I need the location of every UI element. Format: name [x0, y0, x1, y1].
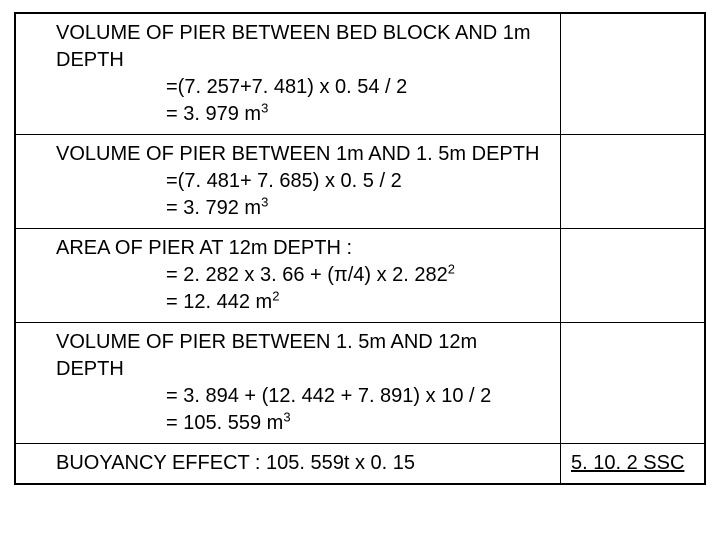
row3-left: AREA OF PIER AT 12m DEPTH : = 2. 282 x 3…: [16, 229, 561, 322]
row3-calc1: = 2. 282 x 3. 66 + (π/4) x 2. 2822: [56, 262, 550, 289]
ssc-link[interactable]: 5. 10. 2 SSC: [571, 450, 684, 477]
row4-calc2: = 105. 559 m3: [56, 410, 550, 437]
table-row: VOLUME OF PIER BETWEEN 1m AND 1. 5m DEPT…: [16, 135, 704, 229]
row1-calc1: =(7. 257+7. 481) x 0. 54 / 2: [56, 74, 550, 101]
row3-calc2: = 12. 442 m2: [56, 289, 550, 316]
row2-right: [561, 135, 704, 228]
row4-left: VOLUME OF PIER BETWEEN 1. 5m AND 12m DEP…: [16, 323, 561, 443]
row2-left: VOLUME OF PIER BETWEEN 1m AND 1. 5m DEPT…: [16, 135, 561, 228]
row5-right: 5. 10. 2 SSC: [561, 444, 704, 483]
calculation-table: VOLUME OF PIER BETWEEN BED BLOCK AND 1m …: [14, 12, 706, 485]
row4-right: [561, 323, 704, 443]
row1-left: VOLUME OF PIER BETWEEN BED BLOCK AND 1m …: [16, 14, 561, 134]
row3-right: [561, 229, 704, 322]
row1-title: VOLUME OF PIER BETWEEN BED BLOCK AND 1m …: [56, 22, 531, 71]
row3-title: AREA OF PIER AT 12m DEPTH :: [56, 237, 352, 259]
row4-calc1: = 3. 894 + (12. 442 + 7. 891) x 10 / 2: [56, 383, 550, 410]
table-row: VOLUME OF PIER BETWEEN 1. 5m AND 12m DEP…: [16, 323, 704, 444]
row5-title: BUOYANCY EFFECT : 105. 559t x 0. 15: [56, 452, 415, 474]
row2-calc2: = 3. 792 m3: [56, 195, 550, 222]
row2-calc1: =(7. 481+ 7. 685) x 0. 5 / 2: [56, 168, 550, 195]
row4-title: VOLUME OF PIER BETWEEN 1. 5m AND 12m DEP…: [56, 331, 477, 380]
row2-title: VOLUME OF PIER BETWEEN 1m AND 1. 5m DEPT…: [56, 143, 539, 165]
row1-right: [561, 14, 704, 134]
table-row: VOLUME OF PIER BETWEEN BED BLOCK AND 1m …: [16, 14, 704, 135]
row5-left: BUOYANCY EFFECT : 105. 559t x 0. 15: [16, 444, 561, 483]
table-row: BUOYANCY EFFECT : 105. 559t x 0. 15 5. 1…: [16, 444, 704, 483]
row1-calc2: = 3. 979 m3: [56, 101, 550, 128]
table-row: AREA OF PIER AT 12m DEPTH : = 2. 282 x 3…: [16, 229, 704, 323]
